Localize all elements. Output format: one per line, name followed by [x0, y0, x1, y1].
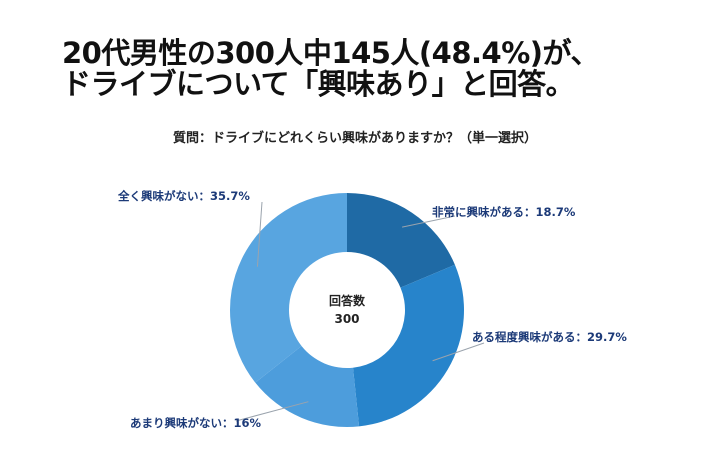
center-label: 回答数 — [329, 293, 366, 308]
donut-slice-0 — [347, 193, 455, 288]
slice-label-1: ある程度興味がある：29.7% — [472, 330, 627, 344]
donut-slice-3 — [229, 193, 347, 383]
leader-line-0 — [401, 215, 456, 228]
leader-line-1 — [432, 342, 485, 362]
leader-line-3 — [256, 201, 263, 267]
donut-slice-2 — [255, 346, 360, 427]
headline-line-1: 20代男性の300人中145人(48.4%)が、 — [62, 36, 599, 70]
slice-label-3: 全く興味がない：35.7% — [117, 189, 250, 203]
chart-title: 質問：ドライブにどれくらい興味がありますか？（単一選択） — [172, 131, 537, 146]
slice-label-0: 非常に興味がある：18.7% — [432, 205, 576, 219]
headline: 20代男性の300人中145人(48.4%)が、 ドライブについて「興味あり」と… — [62, 38, 599, 100]
headline-line-2: ドライブについて「興味あり」と回答。 — [62, 67, 575, 101]
leader-line-2 — [235, 401, 309, 422]
donut-slice-1 — [352, 264, 464, 427]
slice-label-2: あまり興味がない：16% — [130, 416, 262, 430]
center-value: 300 — [334, 312, 359, 326]
